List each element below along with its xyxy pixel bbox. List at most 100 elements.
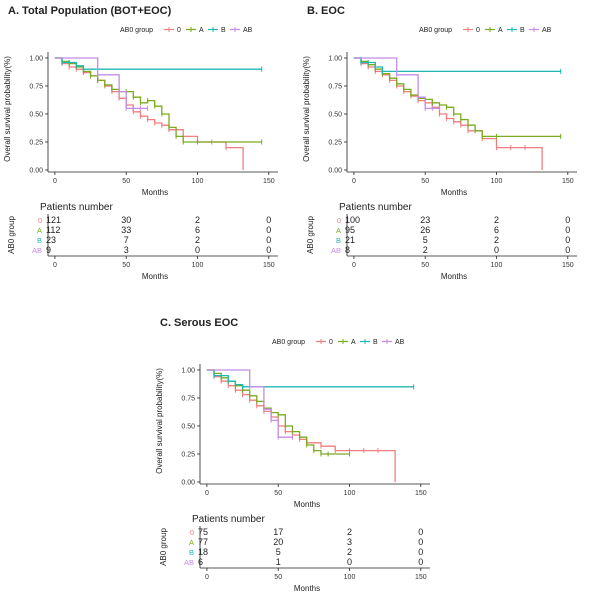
x-tick-label: 50 — [421, 178, 429, 185]
legend-label-AB: AB — [542, 27, 552, 34]
series-line-AB — [206, 369, 293, 438]
risk-table-title: Patients number — [192, 514, 265, 525]
risk-cell: 2 — [195, 215, 200, 225]
risk-cell: 0 — [565, 235, 570, 245]
risk-cell: 2 — [494, 215, 499, 225]
risk-cell: 95 — [345, 225, 355, 235]
risk-cell: 0 — [418, 527, 423, 537]
risk-cell: 21 — [345, 235, 355, 245]
legend-label-AB: AB — [243, 27, 253, 34]
risk-cell: 0 — [418, 547, 423, 557]
y-tick-label: 0.75 — [29, 84, 43, 91]
legend-label-B: B — [221, 27, 226, 34]
legend-label-A: A — [199, 27, 204, 34]
risk-cell: 6 — [198, 557, 203, 567]
risk-cell: 0 — [266, 235, 271, 245]
legend-title: AB0 group — [419, 27, 452, 34]
risk-cell: 17 — [273, 527, 283, 537]
risk-x-axis-label: Months — [142, 272, 168, 281]
risk-x-tick-label: 0 — [352, 262, 356, 269]
risk-cell: 3 — [347, 537, 352, 547]
y-tick-label: 0.25 — [29, 140, 43, 147]
risk-cell: 30 — [121, 215, 131, 225]
risk-cell: 0 — [347, 557, 352, 567]
legend-label-0: 0 — [329, 339, 333, 346]
risk-y-axis-label: AB0 group — [306, 216, 315, 254]
y-tick-label: 0.00 — [328, 168, 342, 175]
panel-A: A. Total Population (BOT+EOC) AB0 group 0 A… — [3, 5, 278, 281]
y-tick-label: 1.00 — [29, 56, 43, 63]
x-axis-label: Months — [441, 188, 467, 197]
series-line-B — [54, 57, 262, 70]
risk-cell: 0 — [266, 215, 271, 225]
risk-row-label-A: A — [336, 226, 341, 235]
risk-table-title: Patients number — [40, 202, 113, 213]
risk-cell: 0 — [266, 245, 271, 255]
risk-cell: 5 — [276, 547, 281, 557]
legend-label-A: A — [351, 339, 356, 346]
y-tick-label: 0.75 — [181, 396, 195, 403]
risk-cell: 2 — [347, 527, 352, 537]
y-tick-label: 0.50 — [181, 424, 195, 431]
risk-row-label-AB: AB — [184, 558, 194, 567]
x-tick-label: 50 — [122, 178, 130, 185]
legend-label-B: B — [373, 339, 378, 346]
legend-label-A: A — [498, 27, 503, 34]
series-line-0 — [206, 369, 396, 482]
y-tick-label: 0.50 — [29, 112, 43, 119]
x-tick-label: 100 — [344, 490, 356, 497]
risk-cell: 0 — [565, 215, 570, 225]
risk-cell: 0 — [565, 245, 570, 255]
risk-cell: 6 — [195, 225, 200, 235]
risk-cell: 0 — [565, 225, 570, 235]
series-line-A — [353, 57, 561, 138]
risk-row-label-A: A — [37, 226, 42, 235]
x-tick-label: 100 — [491, 178, 503, 185]
risk-x-tick-label: 100 — [192, 262, 204, 269]
series-line-A — [54, 57, 262, 143]
y-axis-label: Overall survival probability(%) — [155, 368, 164, 474]
risk-y-axis-label: AB0 group — [7, 216, 16, 254]
risk-cell: 26 — [420, 225, 430, 235]
risk-row-label-0: 0 — [337, 216, 341, 225]
risk-y-axis-label: AB0 group — [159, 528, 168, 566]
x-tick-label: 100 — [192, 178, 204, 185]
risk-row-label-B: B — [37, 236, 42, 245]
legend-title: AB0 group — [272, 339, 305, 346]
risk-cell: 7 — [124, 235, 129, 245]
risk-cell: 20 — [273, 537, 283, 547]
series-line-B — [353, 57, 561, 73]
x-tick-label: 50 — [274, 490, 282, 497]
legend-label-AB: AB — [395, 339, 405, 346]
risk-x-tick-label: 150 — [415, 574, 427, 581]
risk-row-label-AB: AB — [32, 246, 42, 255]
x-tick-label: 0 — [352, 178, 356, 185]
risk-cell: 23 — [46, 235, 56, 245]
risk-cell: 9 — [46, 245, 51, 255]
legend-label-0: 0 — [177, 27, 181, 34]
risk-cell: 3 — [124, 245, 129, 255]
risk-cell: 0 — [195, 245, 200, 255]
series-line-B — [206, 369, 414, 388]
legend-label-B: B — [520, 27, 525, 34]
risk-x-tick-label: 0 — [53, 262, 57, 269]
risk-cell: 2 — [347, 547, 352, 557]
x-tick-label: 150 — [415, 490, 427, 497]
risk-cell: 23 — [420, 215, 430, 225]
panel-title: A. Total Population (BOT+EOC) — [8, 5, 172, 17]
risk-cell: 6 — [494, 225, 499, 235]
y-tick-label: 0.25 — [181, 452, 195, 459]
series-line-0 — [54, 57, 244, 170]
y-axis-label: Overall survival probability(%) — [302, 56, 311, 162]
risk-cell: 0 — [418, 537, 423, 547]
risk-cell: 75 — [198, 527, 208, 537]
risk-row-label-AB: AB — [331, 246, 341, 255]
y-tick-label: 0.00 — [181, 480, 195, 487]
panel-title: B. EOC — [307, 5, 345, 17]
y-tick-label: 1.00 — [328, 56, 342, 63]
y-tick-label: 0.25 — [328, 140, 342, 147]
risk-cell: 1 — [276, 557, 281, 567]
panel-title: C. Serous EOC — [160, 317, 238, 329]
